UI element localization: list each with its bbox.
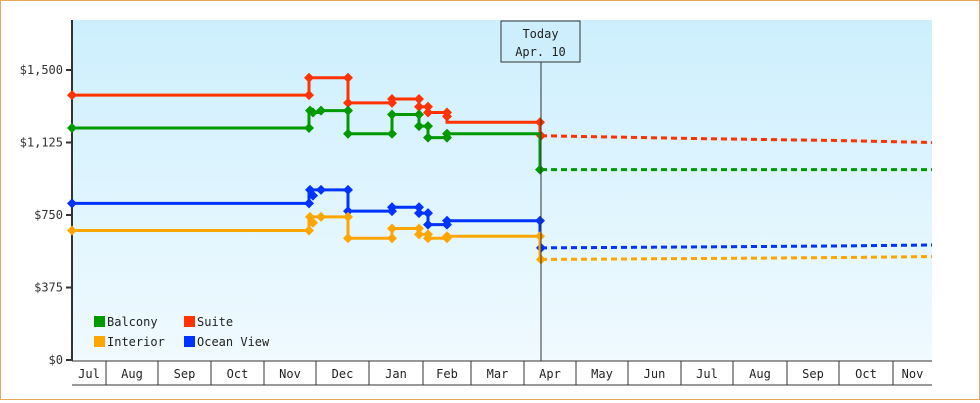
legend-label[interactable]: Balcony: [107, 315, 158, 329]
month-label: Jul: [696, 367, 718, 381]
legend-label[interactable]: Suite: [197, 315, 233, 329]
x-axis: Jul Aug Sep Oct Nov Dec Jan Feb Mar Apr May Jun Jul A…: [72, 360, 932, 386]
data-point[interactable]: [414, 94, 424, 104]
month-label: Sep: [802, 367, 824, 381]
data-point[interactable]: [414, 202, 424, 213]
y-axis: $0 $375 $750 $1,125 $1,500: [20, 20, 73, 367]
data-point[interactable]: [387, 94, 397, 104]
series-layer: [67, 72, 933, 265]
data-point[interactable]: [387, 109, 397, 120]
data-point[interactable]: [423, 132, 433, 143]
data-point[interactable]: [67, 90, 77, 101]
data-point[interactable]: [442, 215, 452, 226]
data-point[interactable]: [423, 107, 433, 118]
data-point[interactable]: [387, 202, 397, 213]
month-label: Sep: [174, 367, 196, 381]
data-point[interactable]: [442, 111, 452, 122]
data-point[interactable]: [67, 225, 77, 236]
legend-swatch: [94, 336, 105, 347]
data-point[interactable]: [67, 123, 77, 133]
month-label: Aug: [749, 367, 771, 381]
data-point[interactable]: [414, 223, 424, 234]
series-balcony: [67, 105, 932, 175]
y-tick-label: $1,500: [20, 63, 63, 77]
month-label: Jun: [644, 367, 666, 381]
legend-swatch: [184, 336, 195, 347]
legend-label[interactable]: Ocean View: [197, 335, 270, 349]
data-point[interactable]: [535, 164, 545, 175]
legend-swatch: [94, 316, 105, 327]
data-point[interactable]: [414, 109, 424, 120]
data-point[interactable]: [316, 105, 326, 116]
month-label: Nov: [902, 367, 924, 381]
month-label: Dec: [332, 367, 354, 381]
month-label: Apr: [539, 367, 561, 381]
forecast-line: [540, 255, 933, 261]
data-point[interactable]: [535, 215, 545, 226]
data-point[interactable]: [343, 184, 353, 195]
data-point[interactable]: [414, 101, 424, 112]
month-label: Oct: [227, 367, 249, 381]
data-point[interactable]: [343, 206, 353, 217]
series-ocean-view: [67, 184, 933, 253]
data-point[interactable]: [308, 190, 318, 201]
forecast-line: [540, 134, 933, 144]
data-point[interactable]: [304, 123, 314, 133]
data-point[interactable]: [387, 233, 397, 244]
data-point[interactable]: [535, 117, 545, 128]
data-point[interactable]: [414, 229, 424, 240]
data-point[interactable]: [442, 231, 452, 242]
data-point[interactable]: [442, 128, 452, 139]
legend-swatch: [184, 316, 195, 327]
data-point[interactable]: [343, 105, 353, 116]
data-point[interactable]: [423, 233, 433, 244]
data-point[interactable]: [304, 198, 314, 209]
today-label-box: [500, 20, 581, 63]
legend-label[interactable]: Interior: [107, 335, 165, 349]
series-interior: [67, 211, 933, 265]
data-point[interactable]: [387, 223, 397, 234]
today-marker: Today Apr. 10: [500, 20, 581, 361]
month-label: Jul: [78, 367, 100, 381]
data-point[interactable]: [316, 184, 326, 195]
month-label: Oct: [855, 367, 877, 381]
data-point[interactable]: [343, 233, 353, 244]
data-point[interactable]: [304, 225, 314, 236]
month-label: Feb: [436, 367, 458, 381]
data-point[interactable]: [343, 97, 353, 108]
month-label: May: [591, 367, 613, 381]
data-point[interactable]: [423, 208, 433, 219]
data-point[interactable]: [304, 72, 314, 83]
legend: Balcony Suite Interior Ocean View: [94, 315, 270, 349]
data-point[interactable]: [414, 121, 424, 132]
data-point[interactable]: [308, 107, 318, 118]
forecast-line: [540, 243, 933, 250]
month-label: Jan: [385, 367, 407, 381]
plot-background: [72, 20, 932, 361]
data-point[interactable]: [423, 101, 433, 112]
data-point[interactable]: [67, 198, 77, 209]
data-point[interactable]: [414, 208, 424, 219]
y-tick-label: $0: [49, 353, 63, 367]
data-point[interactable]: [308, 217, 318, 228]
month-label: Aug: [121, 367, 143, 381]
data-point[interactable]: [316, 211, 326, 222]
data-point[interactable]: [343, 72, 353, 83]
data-point[interactable]: [343, 211, 353, 222]
today-label: Today: [522, 27, 558, 41]
data-point[interactable]: [387, 128, 397, 139]
data-point[interactable]: [423, 121, 433, 132]
data-point[interactable]: [535, 231, 545, 242]
month-label: Mar: [487, 367, 509, 381]
data-point[interactable]: [304, 90, 314, 101]
month-label: Nov: [279, 367, 301, 381]
today-date: Apr. 10: [515, 45, 566, 59]
data-point[interactable]: [343, 128, 353, 139]
y-tick-label: $750: [34, 208, 63, 222]
y-tick-label: $375: [34, 281, 63, 295]
y-tick-label: $1,125: [20, 136, 63, 150]
data-point[interactable]: [423, 219, 433, 230]
